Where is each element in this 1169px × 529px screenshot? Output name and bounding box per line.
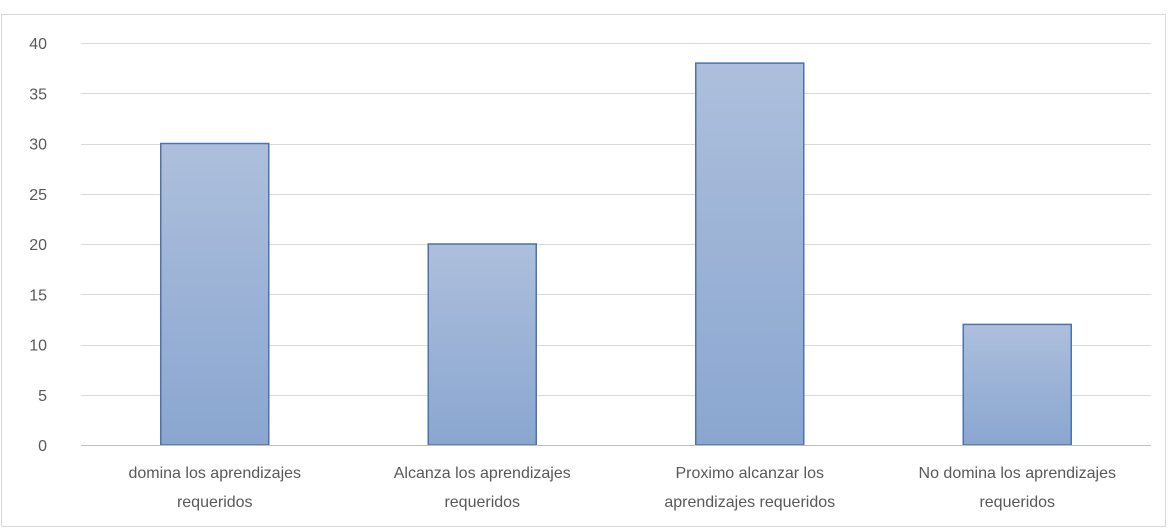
- x-category-label-line: No domina los aprendizajes: [919, 465, 1116, 482]
- x-category-label-line: Proximo alcanzar los: [676, 465, 825, 482]
- bar: [160, 142, 270, 446]
- y-tick-label: 15: [29, 287, 47, 304]
- x-category-label-line: domina los aprendizajes: [128, 465, 301, 482]
- y-tick-label: 5: [38, 388, 47, 405]
- bars: [160, 62, 1072, 446]
- x-category-label: domina los aprendizajes requeridos: [128, 465, 301, 511]
- y-axis-ticks: 0 5 10 15 20 25 30 35 40: [29, 36, 47, 455]
- x-category-label-line: requeridos: [979, 494, 1055, 511]
- x-category-label-line: aprendizajes requeridos: [664, 494, 835, 511]
- x-axis-categories: domina los aprendizajes requeridosAlcanza…: [128, 465, 1116, 511]
- y-tick-label: 0: [38, 438, 47, 455]
- y-tick-label: 40: [29, 36, 47, 53]
- x-category-label: Proximo alcanzar los aprendizajes requeri…: [664, 465, 835, 511]
- y-tick-label: 25: [29, 187, 47, 204]
- x-category-label-line: requeridos: [177, 494, 253, 511]
- x-category-label: No domina los aprendizajes requeridos: [919, 465, 1116, 511]
- y-tick-label: 20: [29, 237, 47, 254]
- bar: [695, 62, 805, 446]
- y-tick-label: 10: [29, 338, 47, 355]
- y-tick-label: 35: [29, 86, 47, 103]
- x-category-label: Alcanza los aprendizajes requeridos: [394, 465, 571, 511]
- chart-border: [1, 14, 1166, 527]
- y-tick-label: 30: [29, 137, 47, 154]
- x-category-label-line: Alcanza los aprendizajes: [394, 465, 571, 482]
- bar: [962, 323, 1072, 446]
- x-category-label-line: requeridos: [444, 494, 520, 511]
- bar: [427, 243, 537, 446]
